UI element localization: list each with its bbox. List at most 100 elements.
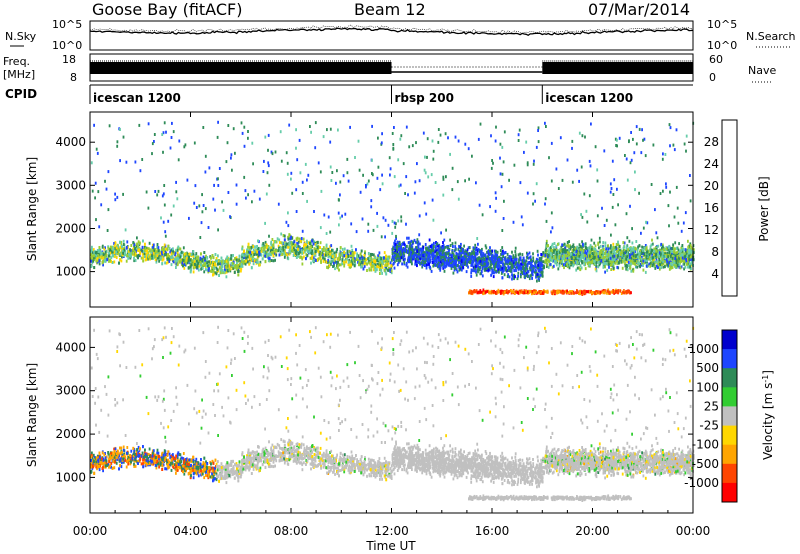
- echo-cell: [282, 245, 284, 249]
- echo-cell: [428, 245, 431, 249]
- echo-cell: [506, 252, 509, 256]
- echo-cell: [398, 252, 400, 256]
- echo-cell: [565, 289, 567, 293]
- echo-cell: [378, 265, 381, 269]
- echo-cell: [146, 249, 148, 253]
- echo-cell: [316, 240, 319, 244]
- echo-cell: [215, 259, 217, 263]
- echo-cell: [478, 268, 481, 272]
- echo-cell: [410, 260, 412, 264]
- echo-cell: [440, 255, 443, 259]
- echo-cell: [216, 270, 218, 274]
- echo-cell: [377, 262, 379, 266]
- echo-cell: [314, 249, 317, 253]
- echo-cell: [636, 250, 639, 254]
- echo-cell: [177, 253, 179, 257]
- echo-cell: [606, 250, 608, 254]
- echo-cell: [410, 257, 413, 261]
- echo-cell: [536, 273, 539, 277]
- echo-cell: [528, 251, 531, 255]
- echo-cell: [417, 246, 420, 250]
- echo-cell: [410, 239, 413, 243]
- echo-cell: [476, 264, 479, 267]
- echo-cell: [111, 250, 114, 254]
- echo-cell: [412, 240, 414, 244]
- echo-cell: [90, 259, 92, 263]
- echo-cell: [187, 266, 190, 270]
- echo-cell: [526, 273, 529, 277]
- echo-cell: [551, 292, 554, 295]
- echo-cell: [477, 270, 479, 274]
- echo-cell: [434, 250, 436, 254]
- echo-cell: [323, 255, 325, 259]
- echo-cell: [206, 256, 209, 260]
- cpid-mode-label: icescan 1200: [545, 91, 633, 105]
- echo-cell: [271, 238, 274, 241]
- echo-cell: [573, 291, 575, 295]
- echo-cell: [190, 253, 193, 257]
- echo-cell: [210, 269, 213, 273]
- echo-cell: [520, 271, 523, 275]
- echo-cell: [474, 290, 477, 294]
- echo-cell: [270, 242, 272, 246]
- echo-cell: [385, 272, 388, 276]
- echo-cell: [295, 237, 298, 241]
- echo-cell: [293, 240, 296, 244]
- echo-cell: [504, 251, 507, 254]
- echo-cell: [669, 246, 672, 250]
- echo-cell: [542, 254, 545, 257]
- echo-cell: [264, 254, 266, 258]
- cpid-label: CPID: [5, 87, 37, 101]
- echo-cell: [460, 257, 463, 261]
- echo-cell: [546, 289, 549, 293]
- echo-cell: [490, 291, 493, 295]
- echo-cell: [541, 291, 544, 295]
- echo-cell: [209, 261, 212, 265]
- echo-cell: [133, 243, 136, 246]
- echo-cell: [480, 255, 483, 259]
- echo-cell: [258, 252, 261, 256]
- echo-cell: [247, 250, 250, 254]
- echo-cell: [366, 269, 368, 272]
- echo-cell: [448, 249, 450, 253]
- echo-cell: [420, 250, 423, 254]
- echo-cell: [263, 251, 266, 255]
- echo-cell: [267, 248, 269, 252]
- echo-cell: [183, 252, 186, 256]
- echo-cell: [512, 254, 515, 258]
- echo-cell: [240, 261, 242, 265]
- echo-cell: [417, 252, 420, 256]
- echo-cell: [365, 258, 368, 262]
- echo-cell: [315, 243, 318, 247]
- echo-cell: [327, 250, 330, 254]
- echo-cell: [689, 242, 692, 246]
- echo-cell: [517, 271, 520, 275]
- echo-cell: [274, 258, 276, 262]
- echo-cell: [523, 275, 526, 279]
- echo-cell: [237, 273, 240, 277]
- echo-cell: [421, 247, 423, 251]
- echo-cell: [380, 268, 383, 272]
- echo-cell: [447, 258, 450, 262]
- echo-cell: [215, 266, 218, 270]
- echo-cell: [258, 250, 261, 254]
- echo-cell: [192, 266, 195, 270]
- echo-cell: [238, 254, 241, 258]
- echo-cell: [499, 249, 502, 253]
- echo-cell: [475, 252, 478, 256]
- echo-cell: [116, 243, 119, 247]
- echo-cell: [151, 248, 154, 252]
- echo-cell: [208, 266, 210, 270]
- echo-cell: [329, 260, 332, 264]
- echo-cell: [90, 257, 93, 261]
- echo-cell: [241, 245, 244, 249]
- echo-cell: [408, 253, 410, 257]
- echo-cell: [163, 243, 166, 247]
- echo-cell: [553, 289, 556, 293]
- echo-cell: [233, 270, 236, 274]
- echo-cell: [218, 274, 220, 277]
- echo-cell: [487, 250, 490, 254]
- echo-cell: [462, 256, 464, 260]
- echo-cell: [449, 244, 452, 247]
